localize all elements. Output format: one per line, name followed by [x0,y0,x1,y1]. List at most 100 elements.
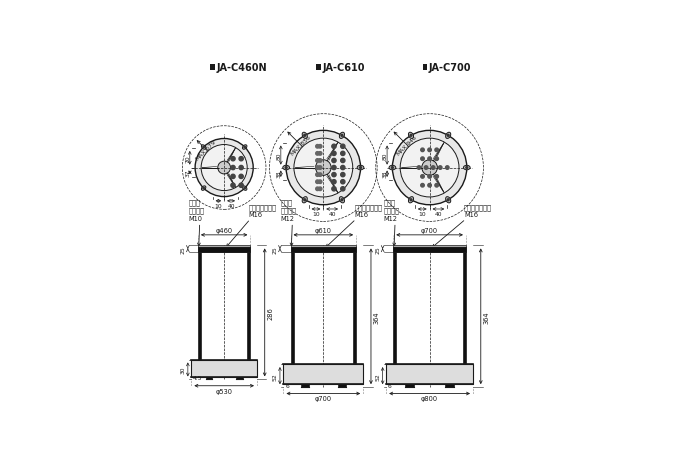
Bar [393,252,396,364]
Circle shape [318,152,322,156]
Text: JA-C700: JA-C700 [429,63,471,73]
Bar [386,364,473,384]
Text: 30: 30 [181,366,186,373]
Circle shape [294,139,353,197]
Circle shape [435,184,438,188]
Text: φ700: φ700 [315,396,332,402]
Ellipse shape [283,166,290,170]
Circle shape [428,184,431,188]
Text: 364: 364 [373,310,379,323]
Text: φ530: φ530 [216,388,232,394]
Circle shape [318,167,322,170]
Text: 70: 70 [186,155,190,162]
Circle shape [428,149,431,152]
Circle shape [428,175,431,179]
Circle shape [239,184,244,188]
Bar [301,384,309,387]
Circle shape [244,188,246,190]
Circle shape [316,159,319,163]
Circle shape [422,160,438,176]
Circle shape [218,162,230,174]
Text: 6: 6 [395,247,399,252]
Circle shape [421,184,424,188]
Circle shape [410,135,412,137]
Ellipse shape [302,133,307,139]
Bar [445,384,454,387]
Circle shape [203,147,204,148]
Bar [284,364,363,384]
Text: 40: 40 [328,212,336,217]
Text: 10: 10 [312,212,320,217]
Text: φ610: φ610 [315,227,332,233]
Circle shape [421,149,424,152]
Text: 40: 40 [435,212,442,217]
Circle shape [341,199,343,201]
Ellipse shape [463,166,470,170]
Text: 38: 38 [276,171,281,178]
Circle shape [316,188,319,191]
Text: φ460: φ460 [216,227,232,233]
Bar [290,246,356,248]
Circle shape [435,157,438,161]
Circle shape [428,157,431,161]
Bar [423,65,427,71]
Ellipse shape [242,146,247,150]
Ellipse shape [408,197,414,203]
Text: 80: 80 [276,152,281,160]
Bar [247,252,251,360]
Circle shape [203,188,204,190]
Ellipse shape [340,197,344,203]
Circle shape [360,167,361,169]
Circle shape [341,152,345,156]
Bar [337,384,346,387]
Bar [198,246,251,248]
Bar [290,252,294,364]
Text: 4.5: 4.5 [193,375,203,381]
Ellipse shape [357,166,364,170]
Circle shape [304,135,306,137]
Circle shape [410,199,412,201]
Circle shape [341,173,345,177]
Text: 10: 10 [419,212,426,217]
Ellipse shape [408,133,414,139]
Circle shape [332,145,336,149]
Text: 38: 38 [382,171,388,178]
Circle shape [201,145,247,191]
Circle shape [435,149,438,152]
Circle shape [332,152,336,156]
Circle shape [445,167,449,170]
Circle shape [421,157,424,161]
Circle shape [318,145,322,149]
Ellipse shape [302,197,307,203]
Circle shape [244,147,246,148]
Bar [353,252,356,364]
Bar [206,377,212,380]
Circle shape [332,187,336,191]
Circle shape [332,159,336,163]
Text: JA-C460N: JA-C460N [216,63,267,73]
Circle shape [447,199,449,201]
Circle shape [424,167,428,170]
Text: 286: 286 [267,306,273,319]
Circle shape [231,175,235,179]
Circle shape [447,135,449,137]
Text: PCD620: PCD620 [326,141,347,158]
Circle shape [400,139,459,197]
Circle shape [341,135,343,137]
Bar [463,252,466,364]
Ellipse shape [389,166,396,170]
Ellipse shape [446,133,451,139]
Circle shape [304,199,306,201]
Text: 6: 6 [388,383,392,388]
Circle shape [285,167,287,169]
Circle shape [195,139,253,197]
Circle shape [239,175,244,179]
Circle shape [341,166,345,170]
Text: 6: 6 [199,247,204,252]
Circle shape [316,174,319,177]
Bar [405,384,414,387]
Circle shape [316,160,331,176]
Circle shape [435,175,438,179]
Text: ボウル
クランプ
M10: ボウル クランプ M10 [188,199,204,221]
Circle shape [318,180,322,184]
